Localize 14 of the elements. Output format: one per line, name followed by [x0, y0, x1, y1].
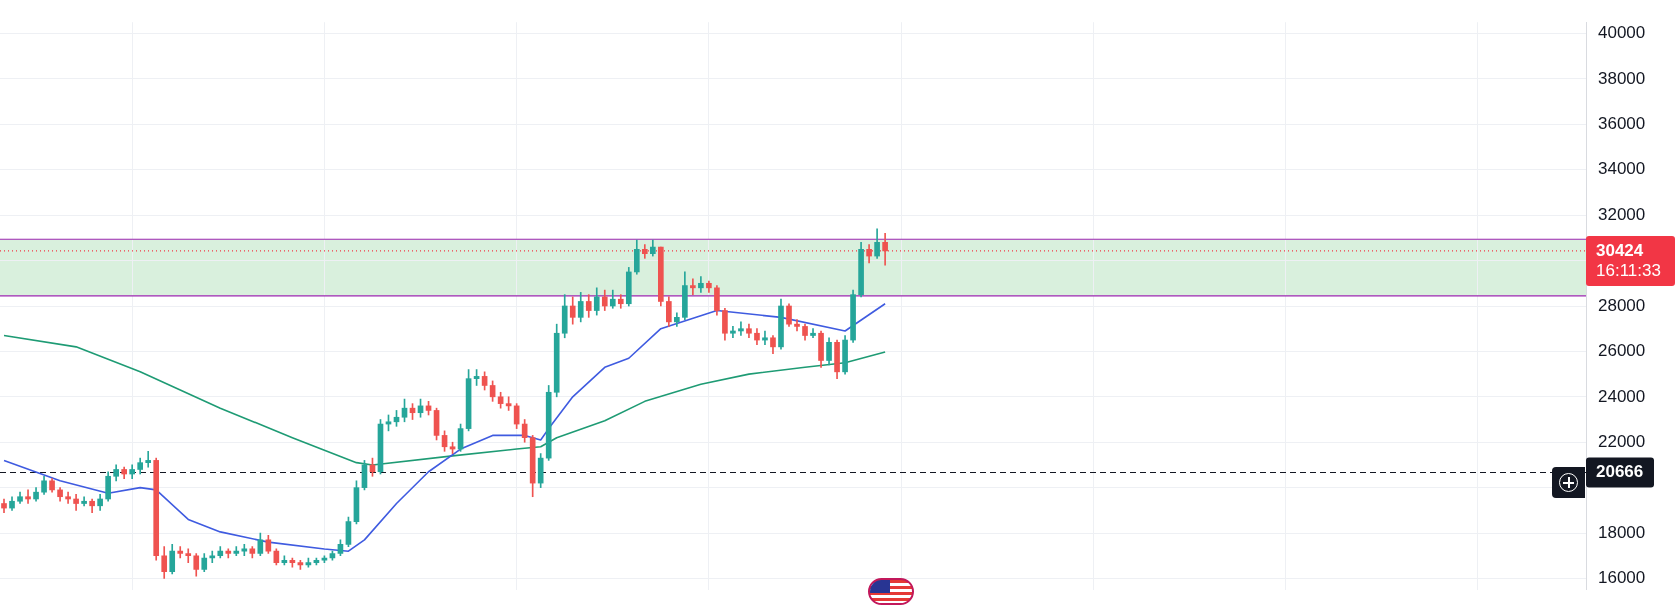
- y-tick-label: 22000: [1598, 431, 1646, 451]
- ref-line-label: 30424: [1596, 240, 1644, 260]
- y-tick-label: 16000: [1598, 568, 1646, 588]
- text: 16:11:33: [1596, 260, 1661, 280]
- ref-line-label: 20666: [1596, 462, 1644, 482]
- y-tick-label: 24000: [1598, 386, 1646, 406]
- y-tick-label: 36000: [1598, 114, 1646, 134]
- y-tick-label: 18000: [1598, 522, 1646, 542]
- y-tick-label: 26000: [1598, 341, 1646, 361]
- y-tick-label: 40000: [1598, 23, 1646, 43]
- y-tick-label: 34000: [1598, 159, 1646, 179]
- y-tick-label: 28000: [1598, 295, 1646, 315]
- y-tick-label: 38000: [1598, 68, 1646, 88]
- y-tick-label: 32000: [1598, 204, 1646, 224]
